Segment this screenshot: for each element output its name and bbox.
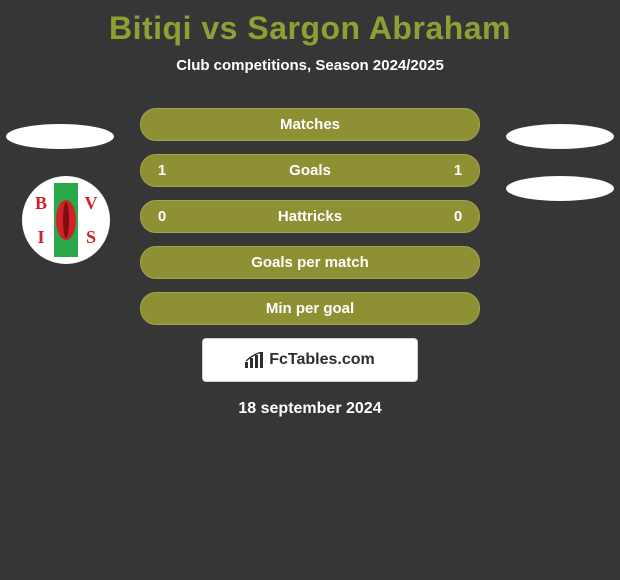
stat-right-value: 0 [449,208,467,225]
stat-left-value: 1 [153,162,171,179]
page-subtitle: Club competitions, Season 2024/2025 [0,57,620,74]
stat-row-matches: Matches [140,108,480,141]
stat-label: Min per goal [171,300,449,317]
stat-label: Goals [171,162,449,179]
stat-row-goals: 1 Goals 1 [140,154,480,187]
badge-letter-b: B [35,193,47,213]
shield-badge-icon: B V I S [27,181,105,259]
team-left-badge: B V I S [22,176,110,264]
stat-row-hattricks: 0 Hattricks 0 [140,200,480,233]
stat-row-goals-per-match: Goals per match [140,246,480,279]
date-text: 18 september 2024 [0,400,620,418]
stat-row-min-per-goal: Min per goal [140,292,480,325]
stat-left-value: 0 [153,208,171,225]
stat-label: Matches [171,116,449,133]
bar-chart-icon [245,352,265,368]
stat-label: Hattricks [171,208,449,225]
player-left-placeholder [6,124,114,149]
stat-right-value: 1 [449,162,467,179]
player-right-placeholder [506,124,614,149]
page-title: Bitiqi vs Sargon Abraham [0,0,620,47]
branding-box[interactable]: FcTables.com [202,338,418,382]
badge-letter-i: I [37,227,44,247]
branding-text: FcTables.com [269,351,375,369]
team-right-placeholder [506,176,614,201]
stat-label: Goals per match [171,254,449,271]
badge-letter-v: V [85,193,98,213]
badge-letter-s: S [86,227,96,247]
